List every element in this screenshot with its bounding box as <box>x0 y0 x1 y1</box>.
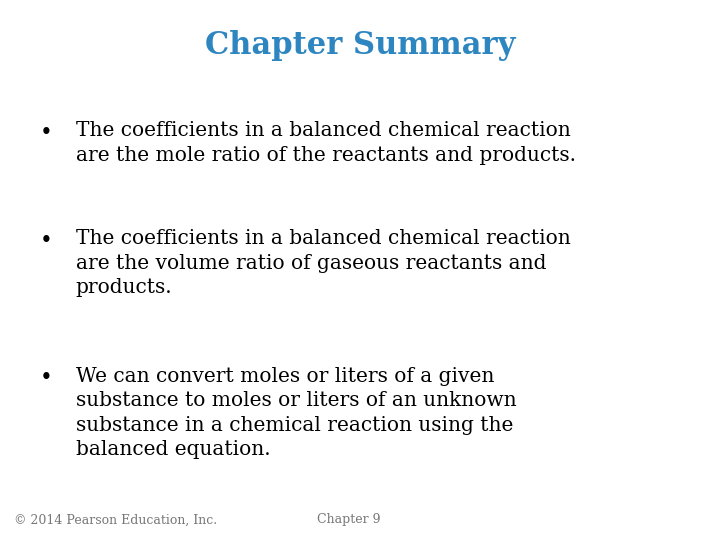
Text: •: • <box>40 122 53 144</box>
Text: The coefficients in a balanced chemical reaction
are the mole ratio of the react: The coefficients in a balanced chemical … <box>76 122 575 165</box>
Text: •: • <box>40 367 53 389</box>
Text: The coefficients in a balanced chemical reaction
are the volume ratio of gaseous: The coefficients in a balanced chemical … <box>76 230 570 297</box>
Text: Chapter Summary: Chapter Summary <box>204 30 516 60</box>
Text: We can convert moles or liters of a given
substance to moles or liters of an unk: We can convert moles or liters of a give… <box>76 367 516 459</box>
Text: Chapter 9: Chapter 9 <box>317 514 380 526</box>
Text: © 2014 Pearson Education, Inc.: © 2014 Pearson Education, Inc. <box>14 514 217 526</box>
Text: •: • <box>40 230 53 252</box>
